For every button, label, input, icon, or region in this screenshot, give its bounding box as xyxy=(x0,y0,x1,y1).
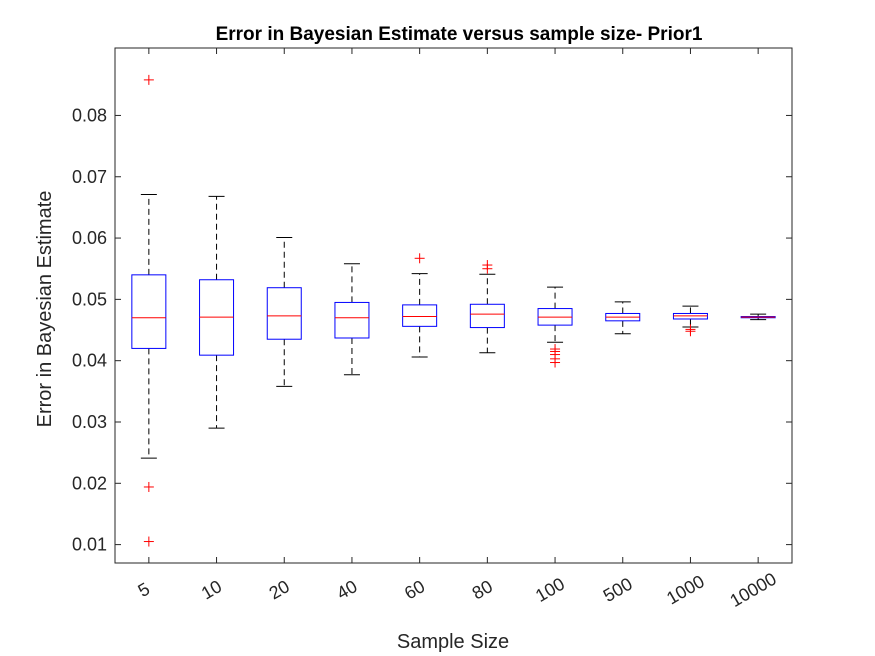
box xyxy=(131,274,167,349)
outlier-marker xyxy=(143,74,154,85)
box-group-80 xyxy=(469,260,505,354)
box xyxy=(334,301,370,339)
box-group-5 xyxy=(131,74,167,547)
box-group-10 xyxy=(199,195,235,429)
outlier-marker xyxy=(482,260,493,271)
outlier-marker xyxy=(143,481,154,492)
y-tick-label: 0.02 xyxy=(72,473,107,493)
box-group-10000 xyxy=(740,313,776,321)
box xyxy=(402,304,438,327)
x-axis-label: Sample Size xyxy=(397,631,509,653)
chart-title: Error in Bayesian Estimate versus sample… xyxy=(216,24,703,45)
box-group-60 xyxy=(402,253,438,358)
y-tick-label: 0.06 xyxy=(72,228,107,248)
y-tick-label: 0.03 xyxy=(72,412,107,432)
box-group-20 xyxy=(266,236,302,387)
y-tick-label: 0.01 xyxy=(72,535,107,555)
y-tick-label: 0.08 xyxy=(72,105,107,125)
plot-area: 0.010.020.030.040.050.060.070.085 10 20 40 6… xyxy=(72,47,793,611)
y-axis-label: Error in Bayesian Estimate xyxy=(34,191,56,428)
y-tick-label: 0.07 xyxy=(72,167,107,187)
box-group-500 xyxy=(605,301,641,335)
y-tick-label: 0.04 xyxy=(72,351,107,371)
outlier-marker xyxy=(685,326,696,337)
outlier-marker xyxy=(414,253,425,264)
box xyxy=(266,287,302,340)
box-group-100 xyxy=(537,286,573,368)
box-group-1000 xyxy=(672,305,708,337)
box xyxy=(469,303,505,329)
y-tick-label: 0.05 xyxy=(72,289,107,309)
box-group-40 xyxy=(334,263,370,376)
outlier-marker xyxy=(550,357,561,368)
axes-frame xyxy=(114,47,793,564)
outlier-marker xyxy=(143,536,154,547)
